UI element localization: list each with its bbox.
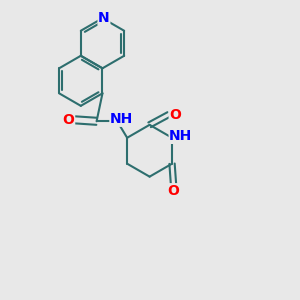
Text: NH: NH [169,129,193,143]
Text: N: N [98,11,110,25]
Text: O: O [168,184,179,198]
Text: NH: NH [110,112,133,126]
Text: O: O [63,113,75,127]
Text: O: O [169,107,181,122]
